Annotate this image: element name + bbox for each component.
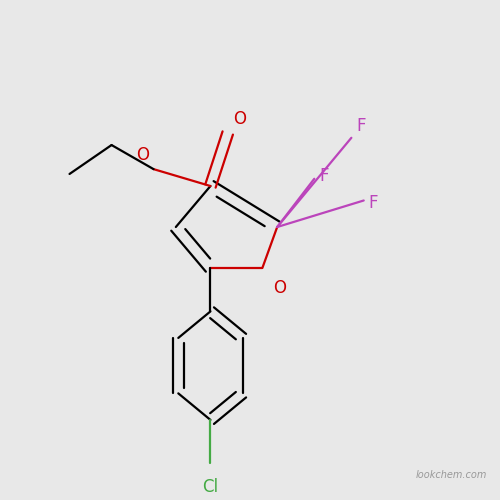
Text: lookchem.com: lookchem.com [416, 470, 488, 480]
Text: F: F [356, 118, 366, 136]
Text: O: O [232, 110, 245, 128]
Text: F: F [368, 194, 378, 212]
Text: Cl: Cl [202, 478, 218, 496]
Text: F: F [319, 168, 328, 186]
Text: O: O [136, 146, 148, 164]
Text: O: O [273, 278, 286, 296]
